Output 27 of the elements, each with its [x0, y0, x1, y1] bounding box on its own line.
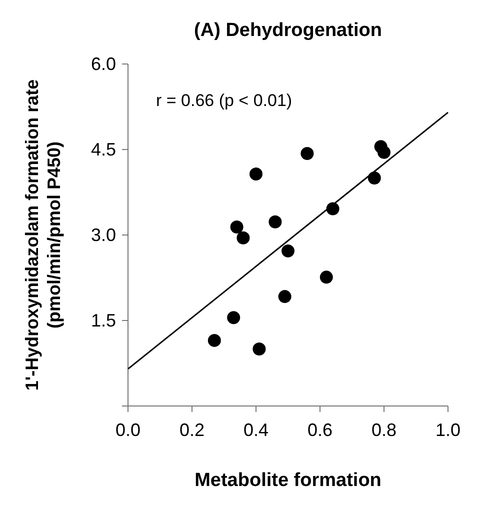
point [268, 215, 282, 228]
point [230, 220, 244, 234]
y-tick-label: 4.5 [90, 140, 116, 160]
chart-title: (A) Dehydrogenation [194, 20, 382, 41]
point [208, 334, 221, 347]
y-axis-title: 1'-Hydroxymidazolam formation rate (pmol/min/pmol P450) [22, 79, 64, 391]
annotation: r = 0.66 (p < 0.01) [156, 91, 292, 110]
x-tick-label: 0.4 [243, 420, 269, 440]
x-tick-label: 0.0 [115, 420, 141, 440]
point [300, 146, 314, 160]
x-axis-title: Metabolite formation [194, 470, 382, 491]
point [282, 244, 294, 258]
point [227, 311, 240, 324]
point [252, 342, 266, 356]
x-tick-label: 0.2 [179, 420, 205, 440]
x-tick-label: 0.6 [307, 420, 333, 440]
point [320, 270, 333, 284]
y-tick-label: 1.5 [90, 310, 116, 330]
x-tick-label: 0.8 [371, 420, 397, 440]
point [378, 146, 390, 159]
point [278, 290, 292, 304]
x-tick-label: 1.0 [435, 420, 461, 440]
point [236, 231, 250, 244]
y-tick-label: 3.0 [90, 225, 116, 245]
y-tick-label: 6.0 [90, 54, 116, 74]
point [250, 168, 262, 181]
point [368, 172, 381, 184]
